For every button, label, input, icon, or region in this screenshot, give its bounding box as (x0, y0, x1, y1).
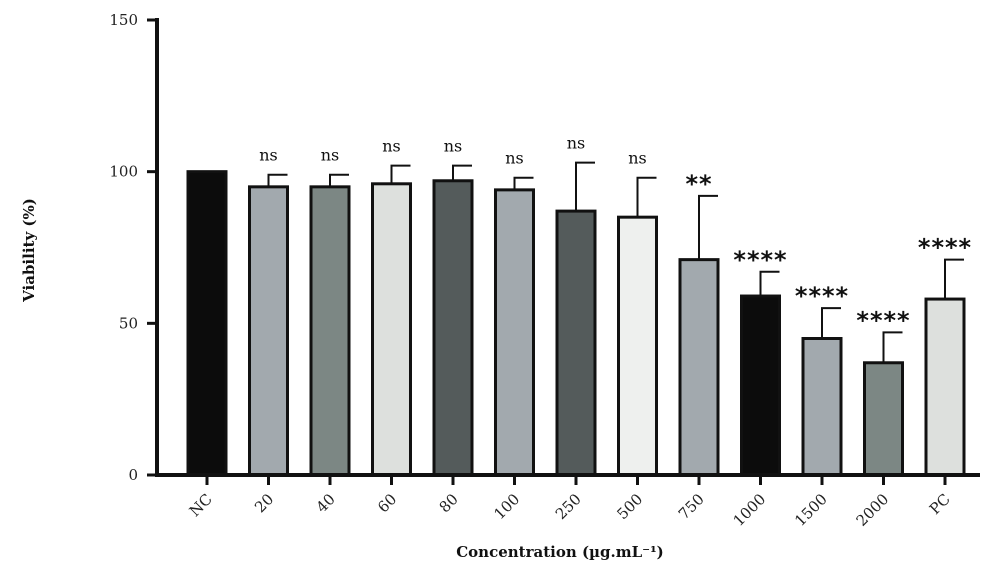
x-tick-label: 750 (675, 490, 708, 523)
bar-40 (309, 185, 351, 477)
bar-500 (617, 215, 658, 477)
significance-label-PC: **** (918, 234, 972, 262)
y-tick-label: 100 (109, 163, 138, 181)
bars-layer (186, 170, 966, 477)
bar-1500 (801, 337, 843, 477)
bar-1000 (740, 294, 781, 477)
y-axis-title: Viability (%) (20, 198, 38, 303)
bar-60 (371, 182, 412, 477)
significance-label-750: ** (685, 170, 712, 198)
significance-label-1000: **** (733, 246, 787, 274)
significance-label-60: ns (382, 137, 401, 156)
x-tick-label: 20 (251, 490, 277, 516)
y-tick-label: 150 (109, 11, 138, 29)
bar-20 (248, 185, 289, 477)
significance-label-80: ns (444, 137, 463, 156)
significance-label-2000: **** (856, 306, 910, 334)
significance-label-250: ns (567, 134, 586, 153)
significance-label-1500: **** (795, 282, 849, 310)
x-tick-label: 60 (374, 490, 400, 516)
significance-label-40: ns (321, 146, 340, 165)
bar-100 (494, 188, 535, 477)
y-tick-label: 0 (128, 466, 138, 484)
x-tick-label: 500 (613, 490, 646, 523)
x-tick-label: PC (926, 490, 954, 518)
bar-2000 (863, 361, 904, 477)
significance-label-100: ns (505, 149, 524, 168)
bar-250 (555, 209, 597, 477)
y-tick-label: 50 (119, 314, 138, 332)
significance-label-500: ns (628, 149, 647, 168)
bar-NC (186, 170, 228, 477)
x-ticks-layer: NC 20 40 60 80 100 250 500 750 1000 1500 2000 PC (186, 475, 954, 530)
x-tick-label: 100 (490, 490, 523, 523)
x-tick-label: 2000 (853, 490, 893, 530)
x-tick-label: 80 (436, 490, 462, 516)
significance-label-20: ns (259, 146, 278, 165)
bar-80 (432, 179, 474, 477)
x-tick-label: 40 (313, 490, 339, 516)
x-axis-title: Concentration (µg.mL⁻¹) (456, 543, 664, 561)
x-tick-label: NC (186, 490, 216, 520)
x-tick-label: 1500 (791, 490, 831, 530)
x-tick-label: 1000 (730, 490, 770, 530)
x-tick-label: 250 (552, 490, 585, 523)
bar-750 (678, 258, 720, 477)
y-ticks-layer: 0 50 100 150 (109, 11, 157, 484)
bar-PC (924, 297, 966, 477)
error-bars-layer (267, 161, 964, 363)
